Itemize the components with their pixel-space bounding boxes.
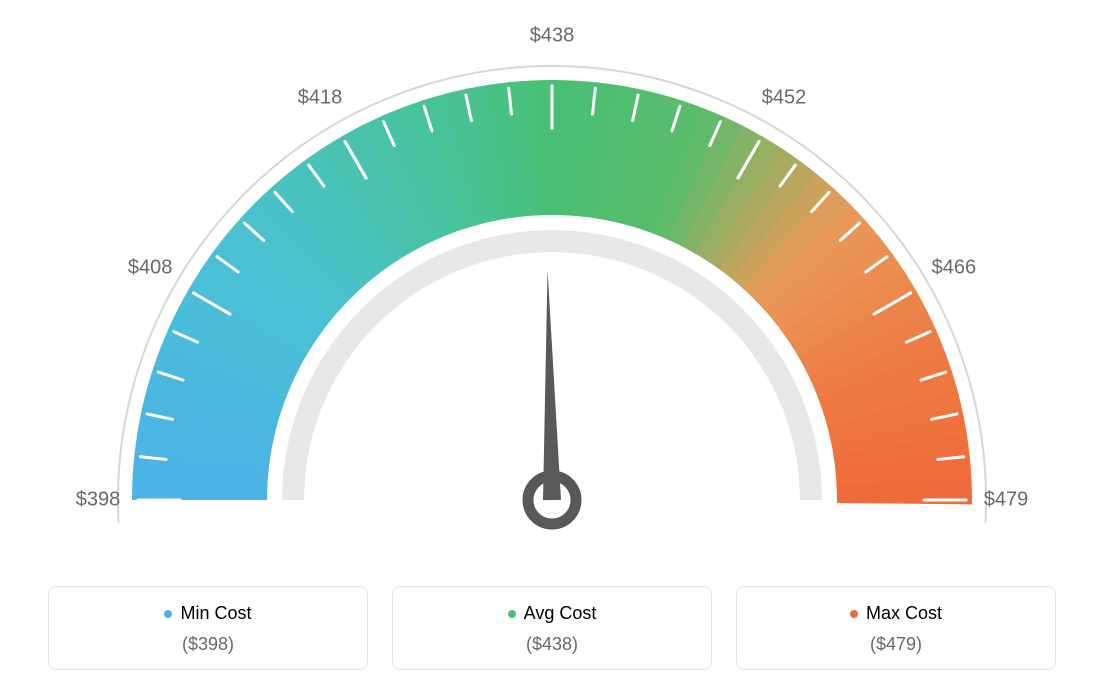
legend-card-avg: Avg Cost ($438) (392, 586, 712, 670)
legend-title-avg: Avg Cost (508, 603, 597, 624)
legend-value-min: ($398) (59, 634, 357, 655)
gauge-tick-label: $466 (932, 256, 977, 278)
gauge-tick-label: $408 (128, 256, 173, 278)
gauge-tick-label: $398 (76, 488, 121, 510)
legend-card-max: Max Cost ($479) (736, 586, 1056, 670)
legend-row: Min Cost ($398) Avg Cost ($438) Max Cost… (0, 586, 1104, 670)
legend-value-max: ($479) (747, 634, 1045, 655)
gauge-svg: $398 $408 $418 $438 $452 $466 $479 (0, 0, 1104, 570)
gauge-tick-label: $479 (984, 488, 1029, 510)
legend-dot-max (850, 610, 858, 618)
gauge-needle (543, 270, 561, 500)
legend-label-max: Max Cost (866, 603, 942, 624)
gauge-tick-label: $438 (530, 24, 575, 46)
legend-title-min: Min Cost (164, 603, 251, 624)
legend-dot-avg (508, 610, 516, 618)
gauge-tick-label: $452 (762, 86, 807, 108)
legend-label-avg: Avg Cost (524, 603, 597, 624)
legend-value-avg: ($438) (403, 634, 701, 655)
legend-label-min: Min Cost (180, 603, 251, 624)
legend-dot-min (164, 610, 172, 618)
legend-title-max: Max Cost (850, 603, 942, 624)
legend-card-min: Min Cost ($398) (48, 586, 368, 670)
gauge-chart: $398 $408 $418 $438 $452 $466 $479 (0, 0, 1104, 570)
gauge-tick-label: $418 (298, 86, 343, 108)
